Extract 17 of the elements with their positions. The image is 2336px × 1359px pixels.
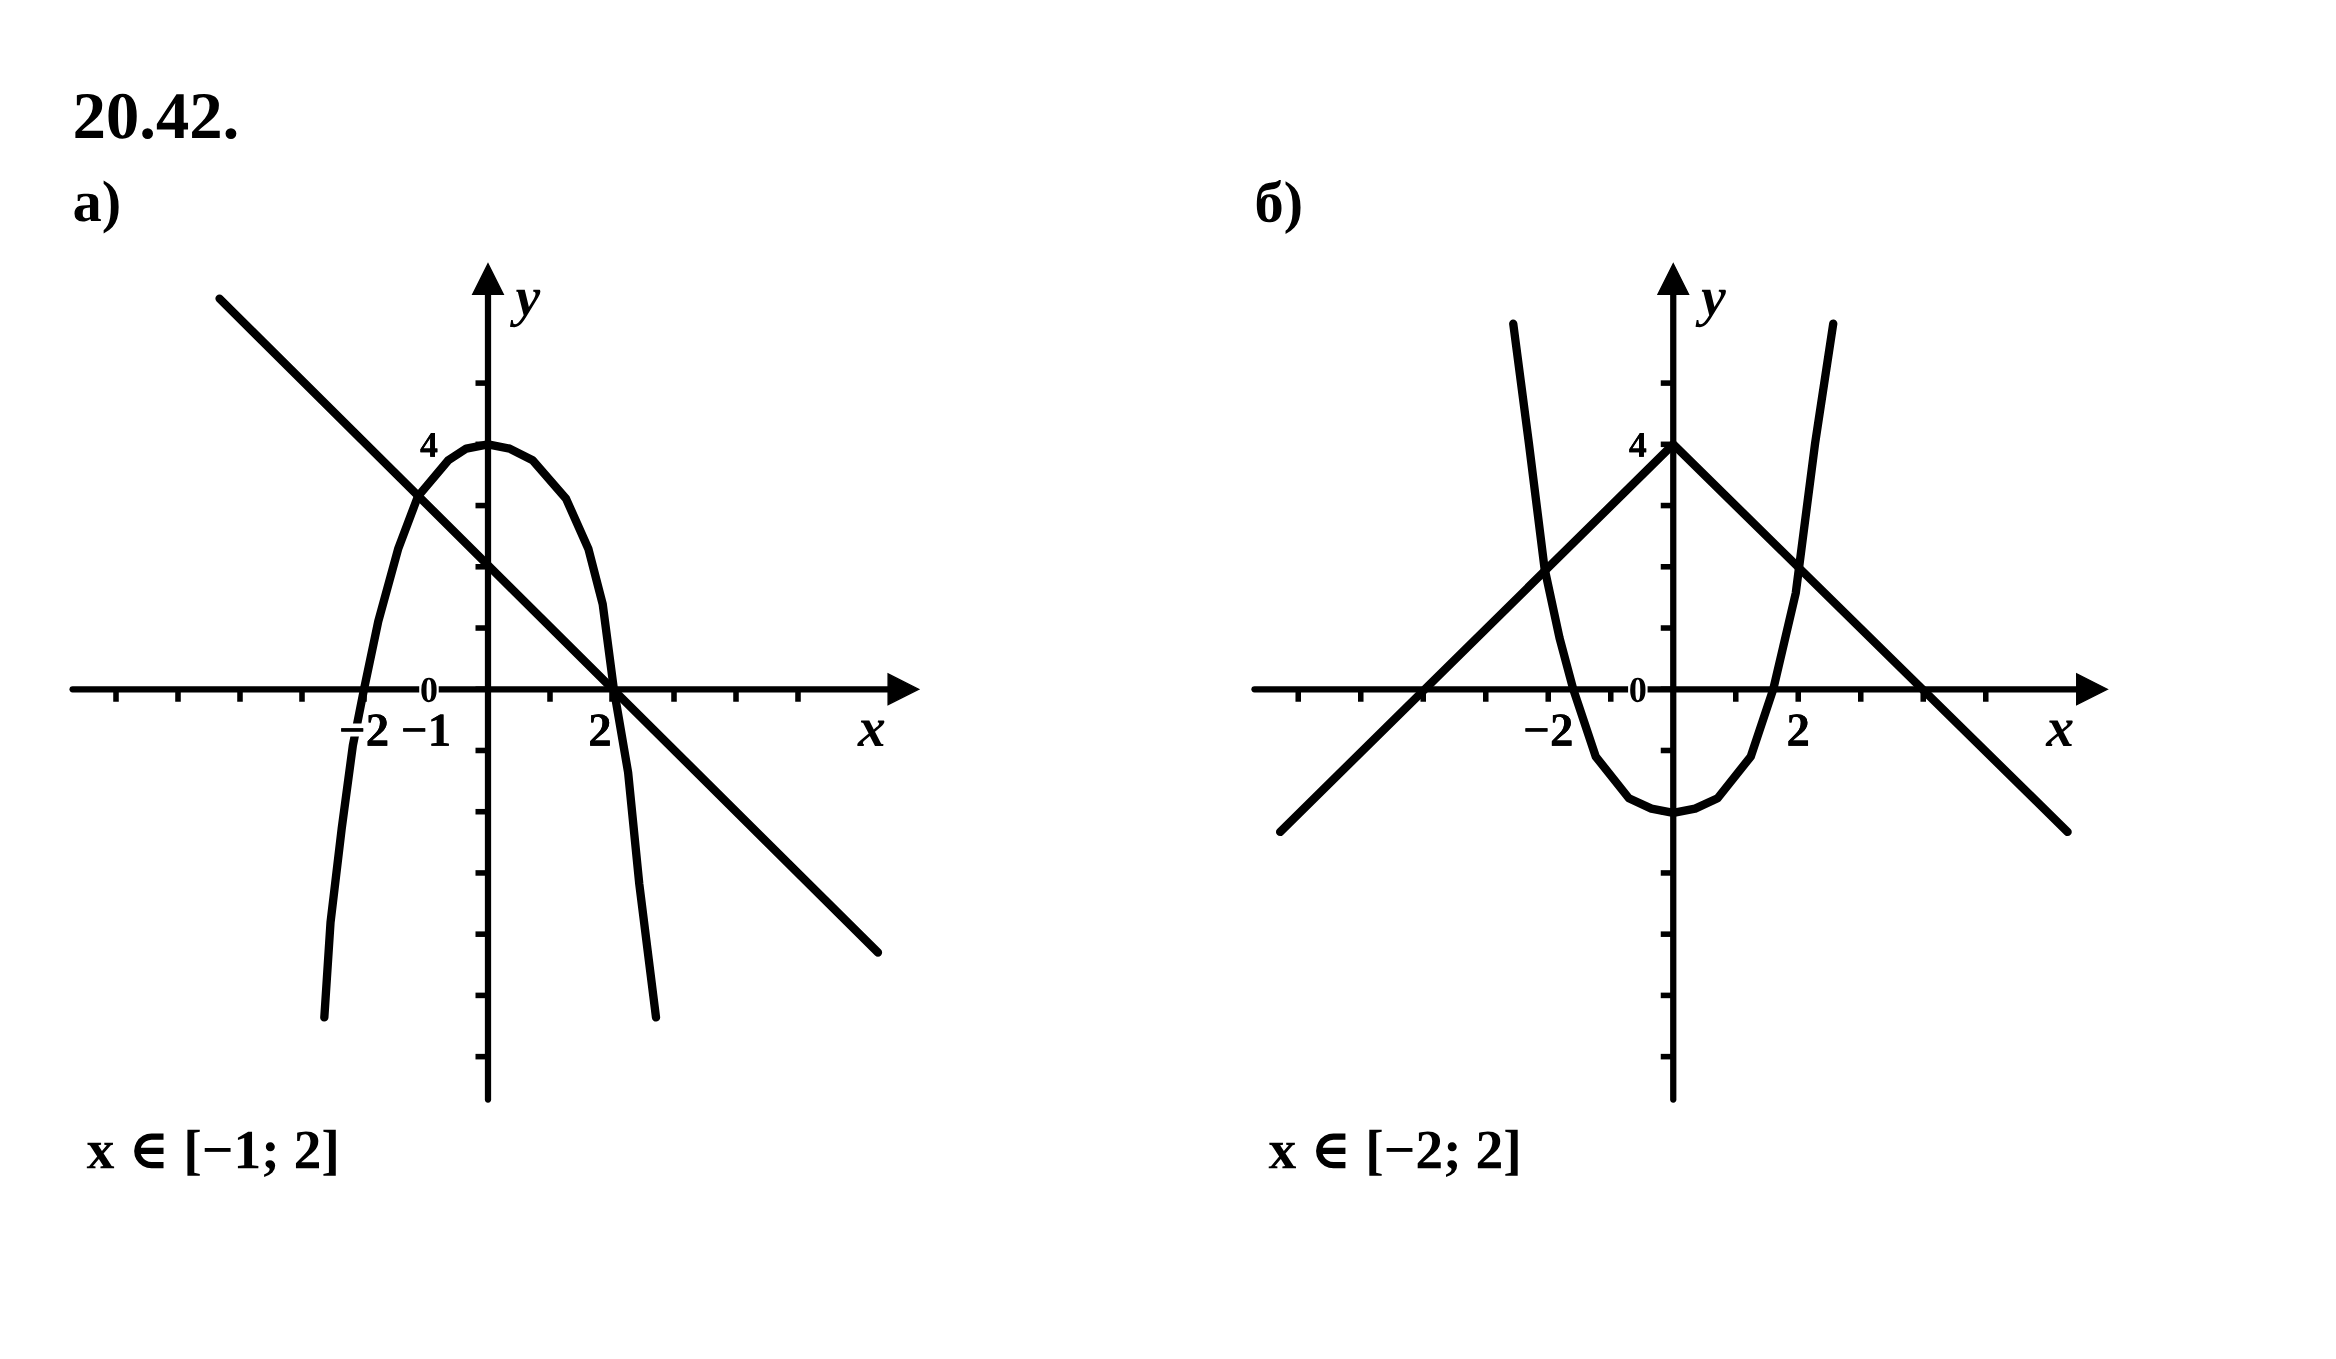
x-tick-label: 2 xyxy=(590,714,610,746)
y-tick-label: 4 xyxy=(420,433,438,457)
chart-subtitle: а) xyxy=(74,180,119,234)
chart-title: 20.42. xyxy=(75,93,237,139)
x-tick-label: −2 xyxy=(1525,714,1572,746)
text: x ∈ [−1; 2] xyxy=(86,1129,336,1177)
y-tick-label: 4 xyxy=(1629,433,1647,457)
x-tick-label: 2 xyxy=(1788,714,1809,746)
y-tick-label: 0 xyxy=(421,677,437,703)
x-axis-title: x xyxy=(857,720,885,747)
x-axis-title: x xyxy=(2045,720,2073,747)
y-tick-label: 0 xyxy=(1630,677,1646,703)
y-axis-title: y xyxy=(1695,289,1726,328)
x-tick-label: −1 xyxy=(403,714,449,746)
y-axis-title: y xyxy=(509,289,541,328)
text: x ∈ [−2; 2] xyxy=(1268,1129,1518,1177)
chart-subtitle: б) xyxy=(1256,179,1301,235)
